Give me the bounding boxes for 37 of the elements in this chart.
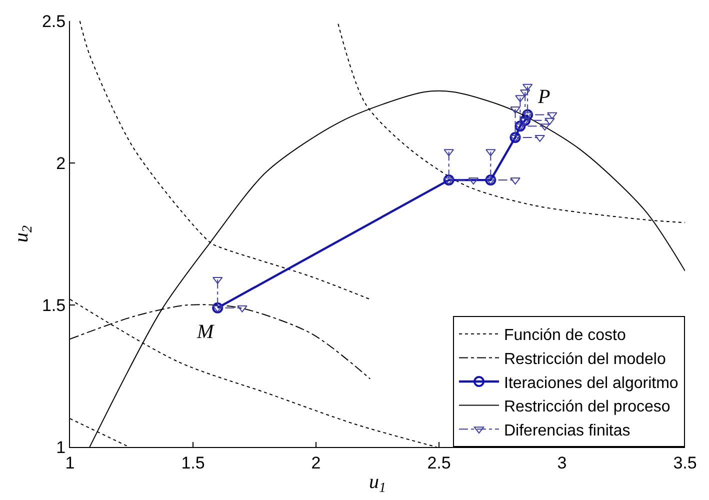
- point: [486, 149, 496, 156]
- legend-label: Iteraciones del algoritmo: [504, 374, 678, 392]
- x-tick-label: 3: [557, 453, 567, 472]
- legend-label: Restricción del modelo: [504, 350, 666, 368]
- point: [547, 112, 558, 120]
- y-tick-label: 1.5: [42, 296, 66, 315]
- point: [510, 132, 521, 143]
- point: [444, 178, 454, 185]
- point: [443, 174, 454, 186]
- point: [515, 124, 526, 131]
- point: [510, 106, 520, 114]
- legend-label: Diferencias finitas: [504, 422, 630, 440]
- point: [510, 134, 520, 142]
- point: [514, 120, 526, 132]
- point: [486, 178, 496, 185]
- point: [515, 95, 526, 102]
- point: [544, 118, 555, 125]
- x-tick-label: 1.5: [181, 453, 205, 472]
- point: [212, 302, 224, 314]
- point: [485, 174, 496, 186]
- annotation: M: [196, 321, 215, 343]
- annotation: P: [537, 86, 550, 108]
- x-tick-label: 2: [311, 453, 321, 472]
- x-tick-label: 3.5: [673, 453, 697, 472]
- legend-label: Restricción del proceso: [504, 398, 670, 416]
- y-tick-label: 1: [56, 438, 66, 457]
- point: [534, 134, 545, 142]
- point: [444, 149, 454, 156]
- point: [237, 305, 248, 312]
- y-tick-label: 2: [56, 154, 66, 173]
- x-axis-title: u$_{1}$: [369, 470, 386, 496]
- y-tick-label: 2.5: [42, 12, 66, 31]
- legend-label: Función de costo: [504, 327, 626, 344]
- point: [510, 178, 520, 185]
- x-tick-label: 2.5: [427, 453, 451, 472]
- point: [540, 124, 550, 131]
- point: [522, 109, 534, 120]
